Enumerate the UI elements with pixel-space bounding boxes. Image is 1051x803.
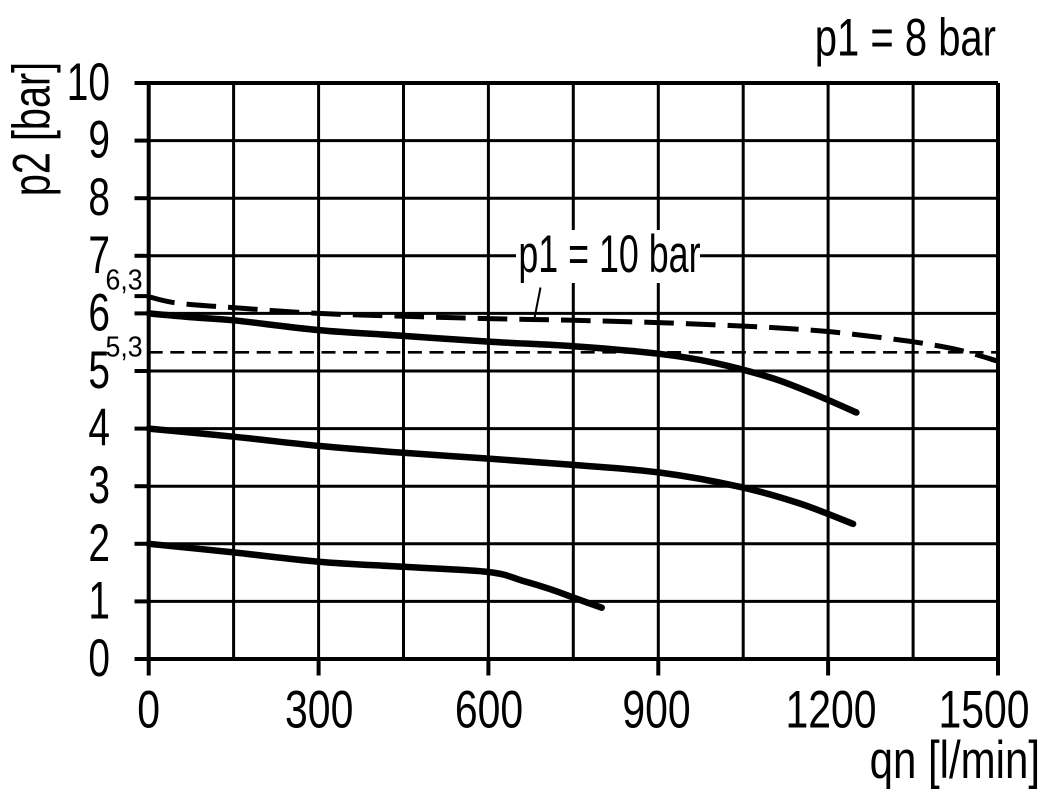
svg-text:1200: 1200 [785,680,876,739]
svg-text:8: 8 [88,167,110,226]
svg-text:10: 10 [67,52,110,111]
svg-text:5: 5 [88,340,110,399]
svg-text:6: 6 [88,283,110,342]
svg-text:7: 7 [88,225,110,284]
svg-text:p2 [bar]: p2 [bar] [2,62,61,196]
svg-text:0: 0 [88,628,110,687]
svg-text:2: 2 [88,513,110,572]
svg-text:600: 600 [455,680,523,739]
svg-text:3: 3 [88,455,110,514]
svg-text:6,3: 6,3 [106,263,143,295]
svg-text:1: 1 [88,571,110,630]
svg-text:1500: 1500 [938,680,1029,739]
svg-text:p1 = 8 bar: p1 = 8 bar [815,8,996,66]
svg-text:900: 900 [622,680,690,739]
svg-text:4: 4 [88,398,110,457]
svg-text:qn [l/min]: qn [l/min] [870,732,1040,791]
svg-text:300: 300 [285,680,353,739]
svg-text:0: 0 [137,680,160,739]
svg-text:5,3: 5,3 [106,330,143,362]
svg-text:p1 = 10 bar: p1 = 10 bar [518,224,700,284]
svg-text:9: 9 [88,110,110,169]
